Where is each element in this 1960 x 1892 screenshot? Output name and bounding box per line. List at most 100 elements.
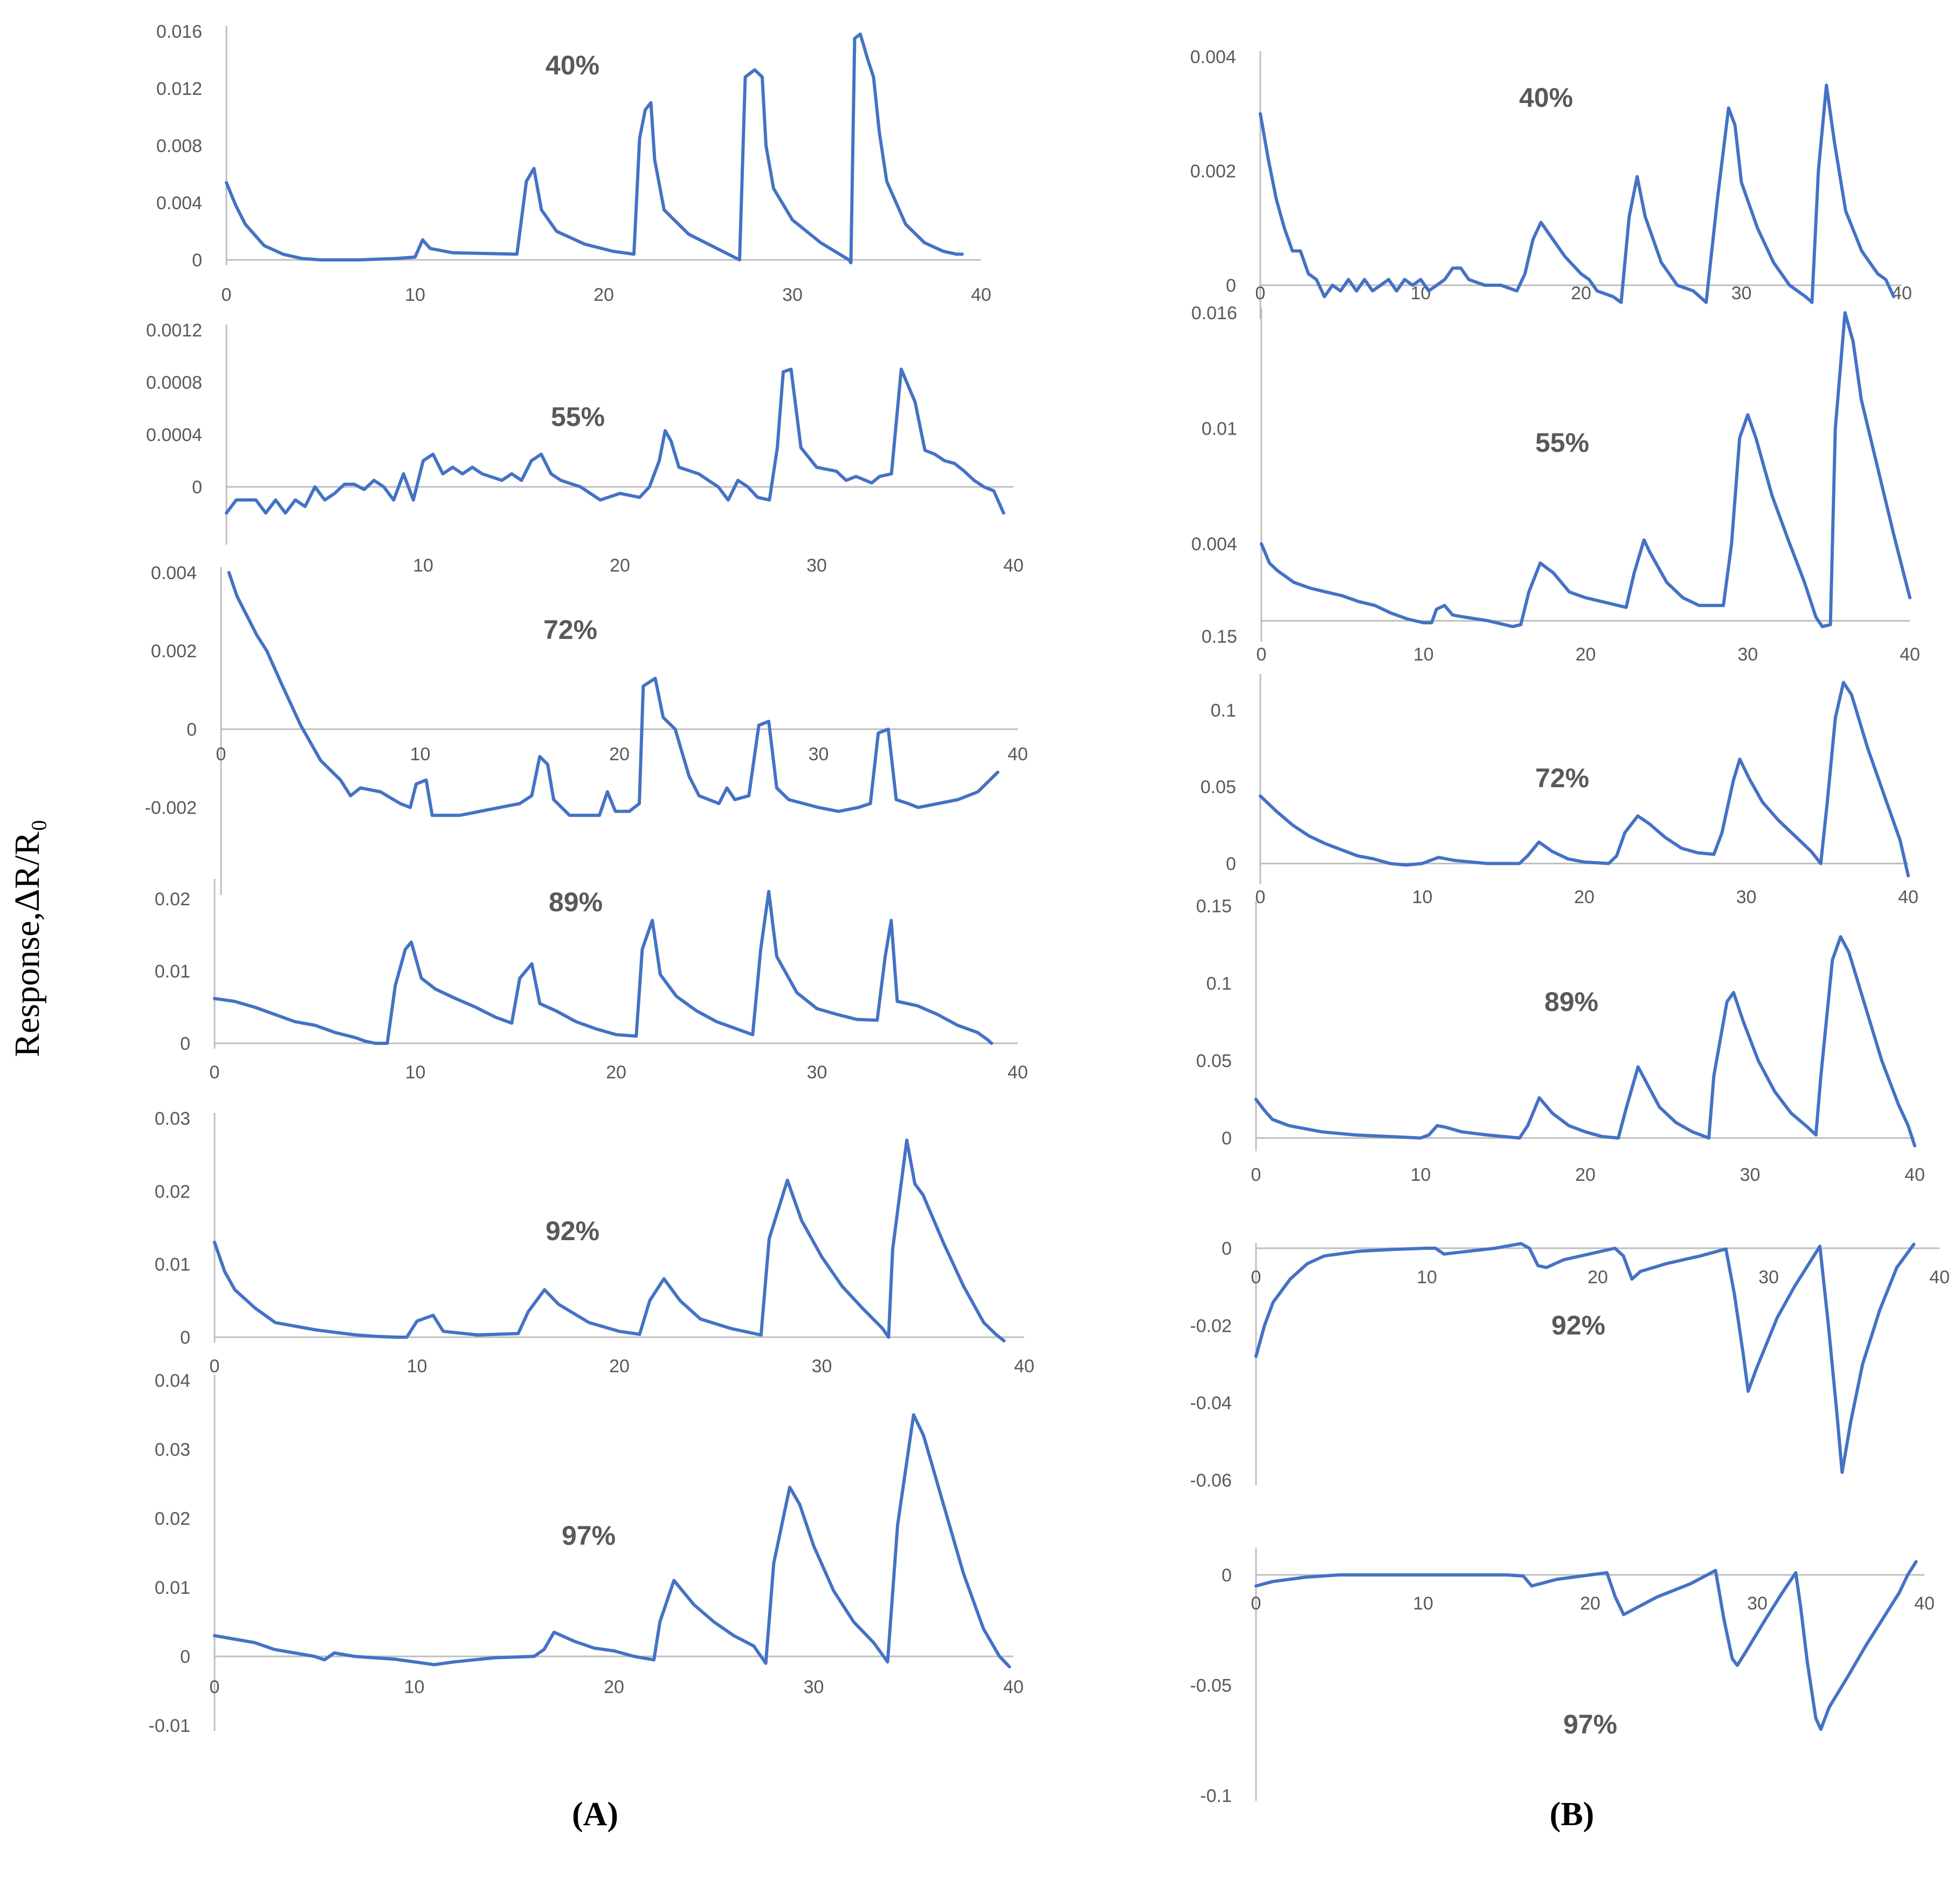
series-line [213, 890, 993, 1045]
series-line [225, 32, 964, 265]
x-tick-label: 20 [604, 1677, 624, 1697]
subplot-b-72: 0 10 20 30 40 0 0.05 0.1 72% [1200, 674, 1918, 907]
charts-group: 0 10 20 30 40 0 0.004 0.008 0.012 0.016 40% 10 20 30 4… [145, 22, 1950, 1806]
y-tick-label: 0.1 [1211, 700, 1236, 721]
y-tick-label: 0.002 [1190, 161, 1236, 182]
x-tick-label: 20 [1571, 283, 1591, 304]
x-tick-label: 30 [1758, 1267, 1779, 1288]
x-tick-label: 40 [1904, 1165, 1925, 1185]
x-tick-label: 10 [1412, 887, 1433, 907]
x-tick-label: 30 [806, 555, 827, 576]
x-tick-label: 30 [1737, 644, 1758, 665]
humidity-label: 97% [562, 1521, 616, 1551]
y-tick-label: 0.05 [1196, 1051, 1232, 1071]
x-tick-label: 20 [610, 555, 630, 576]
series-line [213, 1413, 1011, 1669]
y-tick-label: -0.1 [1200, 1786, 1232, 1806]
y-tick-label: 0.01 [155, 961, 190, 982]
y-tick-label: 0.016 [156, 22, 202, 42]
subplot-a-97: 0 10 20 30 40 -0.01 0 0.01 0.02 0.03 0.04 97% [149, 1371, 1024, 1736]
y-tick-label: 0 [180, 1034, 190, 1054]
x-tick-label: 40 [1007, 1062, 1028, 1083]
y-tick-label: 0 [1226, 276, 1236, 296]
x-tick-label: 10 [407, 1356, 427, 1377]
y-tick-label: 0.01 [155, 1255, 190, 1275]
x-tick-label: 20 [609, 744, 630, 765]
subplot-b-92: 0 10 20 30 40 -0.06 -0.04 -0.02 0 92% [1190, 1239, 1950, 1491]
y-tick-label: 0 [192, 250, 202, 271]
y-tick-label: 0.0004 [146, 425, 202, 445]
humidity-label: 89% [1544, 987, 1598, 1017]
x-tick-label: 10 [404, 1677, 425, 1697]
x-tick-label: 30 [1731, 283, 1752, 304]
y-tick-label: 0 [1221, 1239, 1232, 1259]
subplot-a-40: 0 10 20 30 40 0 0.004 0.008 0.012 0.016 40% [156, 22, 991, 305]
subplot-a-72: 0 10 20 30 40 -0.002 0 0.002 0.004 72% [145, 563, 1028, 895]
subplot-a-89: 0 10 20 30 40 0 0.01 0.02 89% [155, 879, 1028, 1083]
x-tick-label: 0 [1257, 644, 1267, 665]
x-tick-label: 40 [1929, 1267, 1950, 1288]
x-tick-label: 0 [210, 1062, 220, 1083]
y-tick-label: 0.0008 [146, 373, 202, 393]
series-line [1259, 680, 1910, 878]
y-tick-label: 0.004 [1191, 534, 1237, 555]
humidity-label: 92% [1551, 1310, 1605, 1340]
subplot-b-97: 0 10 20 30 40 -0.1 -0.05 0 97% [1190, 1547, 1935, 1806]
x-tick-label: 30 [1747, 1593, 1768, 1614]
x-tick-label: 30 [782, 285, 803, 305]
y-tick-label: 0.04 [155, 1371, 190, 1391]
series-line [1254, 935, 1916, 1147]
y-tick-label: -0.02 [1190, 1316, 1232, 1336]
y-tick-label: 0.004 [1190, 47, 1236, 67]
humidity-label: 72% [543, 615, 597, 645]
y-tick-label: 0.02 [155, 889, 190, 910]
y-tick-label: 0.05 [1200, 777, 1236, 797]
y-tick-label: 0.02 [155, 1509, 190, 1529]
x-tick-label: 0 [210, 1356, 220, 1377]
x-tick-label: 40 [1003, 555, 1024, 576]
series-line [1254, 1242, 1916, 1474]
humidity-label: 55% [1535, 428, 1589, 458]
humidity-label: 97% [1563, 1709, 1617, 1739]
x-tick-label: 40 [1014, 1356, 1034, 1377]
x-tick-label: 30 [1740, 1165, 1761, 1185]
series-line [1259, 84, 1896, 304]
subplot-b-55: 0 10 20 30 40 0.15 0.004 0.01 0.016 55% [1191, 303, 1920, 665]
y-tick-label: 0.15 [1202, 627, 1237, 647]
x-tick-label: 0 [216, 744, 226, 765]
x-tick-label: 0 [1251, 1165, 1261, 1185]
x-tick-label: 0 [1255, 283, 1266, 304]
series-line [213, 1138, 1006, 1343]
x-tick-label: 30 [809, 744, 829, 765]
x-tick-label: 0 [222, 285, 232, 305]
y-tick-label: 0 [180, 1647, 190, 1667]
y-tick-label: 0.002 [151, 641, 197, 662]
x-tick-label: 20 [609, 1356, 630, 1377]
x-tick-label: 10 [410, 744, 431, 765]
x-tick-label: 20 [593, 285, 614, 305]
x-tick-label: 30 [807, 1062, 827, 1083]
x-tick-label: 40 [1007, 744, 1028, 765]
x-tick-label: 30 [1736, 887, 1757, 907]
y-tick-label: 0 [187, 719, 197, 740]
panel-label-b: (B) [1550, 1796, 1595, 1833]
x-tick-label: 0 [1255, 887, 1266, 907]
humidity-label: 72% [1535, 763, 1589, 793]
y-tick-label: 0 [180, 1327, 190, 1348]
x-tick-label: 0 [210, 1677, 220, 1697]
y-axis-title: Response,ΔR/R₀ [8, 819, 47, 1057]
x-tick-label: 20 [1580, 1593, 1600, 1614]
x-tick-label: 10 [405, 1062, 426, 1083]
y-tick-label: 0.03 [155, 1109, 190, 1129]
x-tick-label: 10 [1411, 1165, 1431, 1185]
y-tick-label: 0.008 [156, 136, 202, 156]
y-tick-label: 0 [1221, 1565, 1232, 1586]
x-tick-label: 40 [1898, 887, 1918, 907]
y-tick-label: 0.004 [151, 563, 197, 583]
humidity-label: 55% [551, 402, 605, 432]
subplot-a-92: 0 10 20 30 40 0 0.01 0.02 0.03 92% [155, 1109, 1034, 1377]
y-tick-label: 0.012 [156, 79, 202, 99]
humidity-label: 92% [546, 1216, 599, 1246]
x-tick-label: 40 [1914, 1593, 1935, 1614]
